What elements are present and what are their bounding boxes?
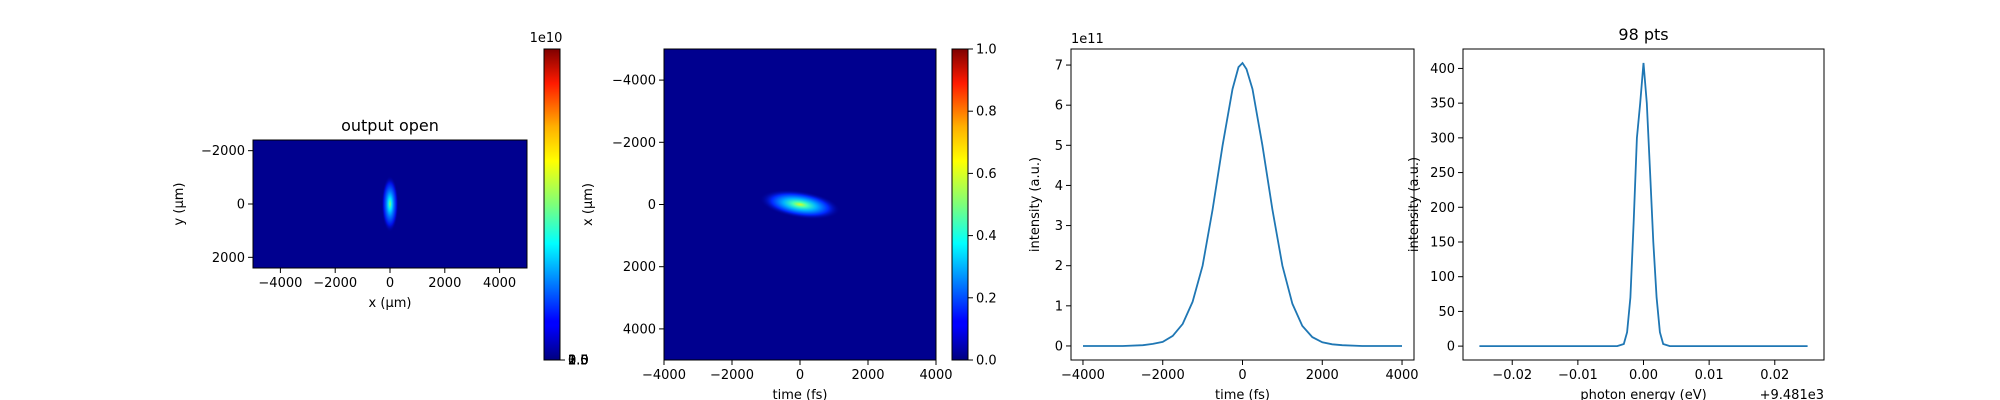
panel-3-x-ticks: −4000 −2000 0 2000 4000 (1061, 360, 1419, 383)
panel-1-y-tick-label: 0 (237, 198, 245, 213)
panel-4-y-tick-label: 400 (1430, 62, 1455, 77)
panel-3-frame (1070, 48, 1415, 361)
colorbar-1-tick-label: 2.0 (568, 354, 589, 369)
panel-4-x-tick-label: 0.01 (1695, 368, 1724, 383)
colorbar-2-ticks: 0.0 0.2 0.4 0.6 0.8 1.0 (968, 43, 997, 369)
panel-4-x-tick-label: −0.01 (1558, 368, 1598, 383)
panel-4-y-tick-label: 350 (1430, 97, 1455, 112)
panel-1-x-tick-label: 0 (386, 276, 394, 291)
panel-3: −4000 −2000 0 2000 4000 0 1 2 3 4 5 6 7 time (fs) i… (1028, 32, 1419, 400)
panel-4-title: 98 pts (1618, 25, 1668, 44)
panel-3-x-tick-label: 0 (1238, 368, 1246, 383)
colorbar-1-tick-label: 1.0 (568, 354, 589, 369)
colorbar-1-tick-label: 0.0 (568, 354, 589, 369)
panel-1-x-label: x (μm) (369, 296, 412, 311)
panel-4-y-tick-label: 300 (1430, 131, 1455, 146)
panel-1-x-tick-label: 4000 (483, 276, 516, 291)
panel-4-y-ticks: 0 50 100 150 200 250 300 350 400 (1430, 62, 1463, 355)
panel-3-x-tick-label: 2000 (1306, 368, 1339, 383)
panel-2-y-tick-label: 2000 (623, 260, 656, 275)
colorbar-1: 0.00.51.01.52.02.53.03.5 1e10 (530, 31, 589, 369)
panel-4-x-ticks: −0.02 −0.01 0.00 0.01 0.02 (1492, 360, 1789, 383)
colorbar-2-tick-label: 0.0 (976, 354, 997, 369)
panel-4-x-tick-label: −0.02 (1492, 368, 1532, 383)
panel-4-x-tick-label: 0.00 (1629, 368, 1658, 383)
panel-2-x-tick-label: 2000 (851, 368, 884, 383)
colorbar-1-tick-label: 2.5 (568, 354, 589, 369)
panel-2-y-tick-label: −2000 (612, 136, 656, 151)
panel-4-frame (1462, 48, 1825, 361)
panel-3-x-tick-label: 4000 (1385, 368, 1418, 383)
panel-3-y-tick-label: 7 (1055, 59, 1063, 74)
panel-4-y-tick-label: 100 (1430, 270, 1455, 285)
panel-1-y-label: y (μm) (172, 183, 187, 226)
panel-4: 98 pts −0.02 −0.01 0.00 0.01 0.02 0 50 100 150 2… (1407, 25, 1825, 400)
panel-3-y-tick-label: 6 (1055, 99, 1063, 114)
panel-4-x-label: photon energy (eV) (1580, 388, 1706, 400)
panel-1-title: output open (341, 116, 439, 135)
panel-4-y-tick-label: 250 (1430, 166, 1455, 181)
panel-4-y-tick-label: 150 (1430, 235, 1455, 250)
panel-2-x-tick-label: 0 (796, 368, 804, 383)
panel-1-x-ticks: −4000 −2000 0 2000 4000 (258, 268, 516, 291)
panel-2-pulse-spot (759, 189, 841, 220)
panel-2: −4000 −2000 0 2000 4000 −4000−2000020004000 … (581, 48, 953, 400)
panel-4-y-label: intensity (a.u.) (1407, 157, 1422, 252)
panel-1-y-tick-label: 2000 (212, 251, 245, 266)
panel-4-series-line (1479, 62, 1808, 347)
panel-1-y-tick-label: −2000 (201, 144, 245, 159)
panel-2-x-tick-label: 4000 (919, 368, 952, 383)
colorbar-1-offset-label: 1e10 (530, 31, 563, 46)
colorbar-2-tick-label: 0.4 (976, 229, 997, 244)
colorbar-2: 0.0 0.2 0.4 0.6 0.8 1.0 (951, 43, 997, 369)
colorbar-2-tick-label: 0.6 (976, 167, 997, 182)
panel-2-y-tick-label: 0 (648, 198, 656, 213)
panel-3-y-tick-label: 5 (1055, 139, 1063, 154)
panel-3-y-label: intensity (a.u.) (1028, 157, 1043, 252)
colorbar-1-tick-label: 3.0 (568, 354, 589, 369)
panel-1: output open −4000 −2000 0 2000 4000 −2000 0 20… (172, 116, 528, 311)
panel-2-y-ticks: −4000 −2000 0 2000 4000 (612, 74, 664, 337)
colorbar-1-tick-label: 0.5 (568, 354, 589, 369)
panel-3-y-tick-label: 2 (1055, 259, 1063, 274)
panel-4-y-tick-label: 200 (1430, 201, 1455, 216)
panel-2-y-label: x (μm) (581, 183, 596, 226)
panel-3-x-label: time (fs) (1215, 388, 1270, 400)
panel-3-y-tick-label: 3 (1055, 219, 1063, 234)
panel-4-y-tick-label: 50 (1438, 305, 1455, 320)
panel-4-y-tick-label: 0 (1447, 340, 1455, 355)
panel-2-y-tick-label: −4000 (612, 74, 656, 89)
panel-3-series-line (1083, 61, 1402, 347)
panel-1-beam-spot (381, 175, 399, 233)
panel-2-x-tick-label: −2000 (710, 368, 754, 383)
panel-3-x-tick-label: −2000 (1141, 368, 1185, 383)
panel-3-y-tick-label: 0 (1055, 339, 1063, 354)
colorbar-1-tick-label: 3.5 (568, 354, 589, 369)
colorbar-2-tick-label: 0.8 (976, 105, 997, 120)
panel-3-y-tick-label: 1 (1055, 299, 1063, 314)
colorbar-1-gradient (543, 48, 561, 361)
panel-3-x-tick-label: −4000 (1061, 368, 1105, 383)
panel-2-x-label: time (fs) (773, 388, 828, 400)
panel-1-y-ticks: −2000 0 2000 (201, 144, 253, 266)
colorbar-2-tick-label: 1.0 (976, 43, 997, 58)
panel-3-y-tick-label: 4 (1055, 179, 1063, 194)
panel-1-x-tick-label: −2000 (313, 276, 357, 291)
colorbar-2-tick-label: 0.2 (976, 291, 997, 306)
panel-1-x-tick-label: 2000 (428, 276, 461, 291)
panel-1-x-tick-label: −4000 (258, 276, 302, 291)
panel-4-offset-label: +9.481e3 (1760, 388, 1824, 400)
colorbar-1-tick-label: 1.5 (568, 354, 589, 369)
panel-3-y-ticks: 0 1 2 3 4 5 6 7 (1055, 59, 1071, 354)
colorbar-2-gradient (951, 48, 969, 361)
panel-4-x-tick-label: 0.02 (1760, 368, 1789, 383)
colorbar-1-ticks: 0.00.51.01.52.02.53.03.5 (560, 354, 589, 369)
panel-2-x-ticks: −4000 −2000 0 2000 4000 (642, 360, 953, 383)
panel-2-x-tick-label: −4000 (642, 368, 686, 383)
panel-2-y-tick-label: 4000 (623, 322, 656, 337)
panel-3-offset-label: 1e11 (1071, 32, 1104, 47)
